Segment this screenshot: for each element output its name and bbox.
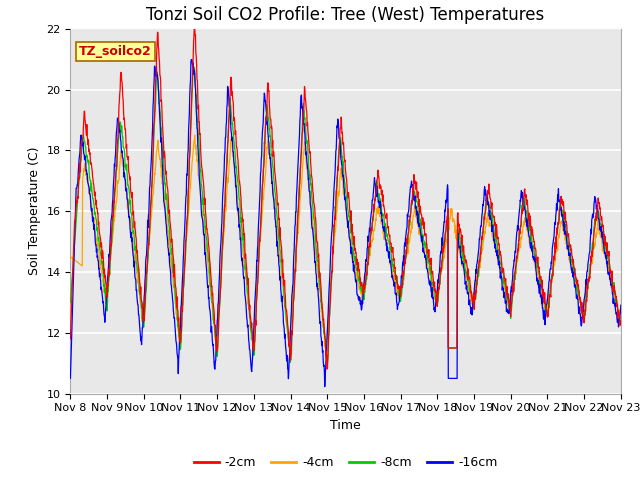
Text: TZ_soilco2: TZ_soilco2	[79, 45, 152, 58]
Title: Tonzi Soil CO2 Profile: Tree (West) Temperatures: Tonzi Soil CO2 Profile: Tree (West) Temp…	[147, 6, 545, 24]
Legend: -2cm, -4cm, -8cm, -16cm: -2cm, -4cm, -8cm, -16cm	[189, 451, 502, 474]
Y-axis label: Soil Temperature (C): Soil Temperature (C)	[28, 147, 41, 276]
X-axis label: Time: Time	[330, 419, 361, 432]
